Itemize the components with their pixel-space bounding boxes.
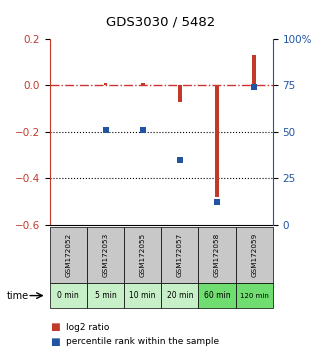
Bar xyxy=(252,55,256,85)
Text: 5 min: 5 min xyxy=(95,291,117,300)
Point xyxy=(177,157,182,162)
Text: time: time xyxy=(6,291,29,301)
Text: GSM172059: GSM172059 xyxy=(251,233,257,277)
Text: GSM172057: GSM172057 xyxy=(177,233,183,277)
Text: GSM172055: GSM172055 xyxy=(140,233,146,277)
Text: 120 min: 120 min xyxy=(240,293,269,298)
Bar xyxy=(141,83,144,85)
Text: 10 min: 10 min xyxy=(129,291,156,300)
Text: GSM172052: GSM172052 xyxy=(65,233,71,277)
Text: 60 min: 60 min xyxy=(204,291,230,300)
Point xyxy=(252,84,257,90)
Text: ■: ■ xyxy=(50,322,59,332)
Bar xyxy=(215,85,219,197)
Text: GSM172053: GSM172053 xyxy=(102,233,108,277)
Point xyxy=(103,127,108,133)
Point xyxy=(214,200,220,205)
Text: 0 min: 0 min xyxy=(57,291,79,300)
Point xyxy=(140,127,145,133)
Text: ■: ■ xyxy=(50,337,59,347)
Bar xyxy=(104,83,108,85)
Text: percentile rank within the sample: percentile rank within the sample xyxy=(66,337,219,346)
Bar xyxy=(178,85,182,102)
Text: log2 ratio: log2 ratio xyxy=(66,323,109,332)
Text: GDS3030 / 5482: GDS3030 / 5482 xyxy=(106,16,215,29)
Text: 20 min: 20 min xyxy=(167,291,193,300)
Text: GSM172058: GSM172058 xyxy=(214,233,220,277)
